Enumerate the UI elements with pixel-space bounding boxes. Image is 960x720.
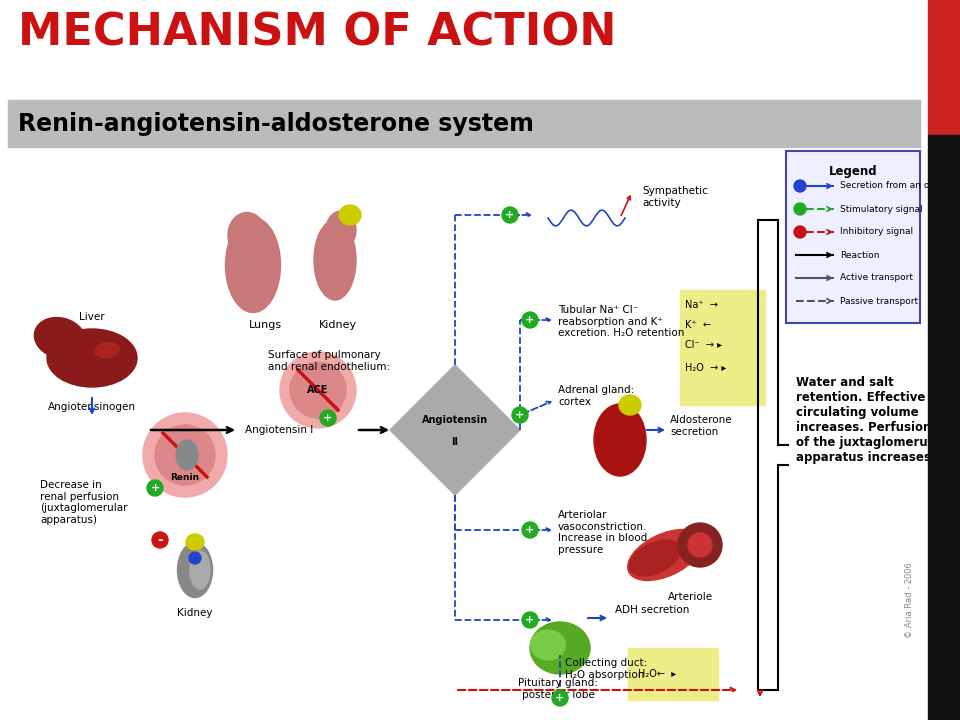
Circle shape xyxy=(688,533,712,557)
Text: H₂O  → ▸: H₂O → ▸ xyxy=(685,363,727,373)
Ellipse shape xyxy=(176,440,198,470)
Text: +: + xyxy=(525,615,535,625)
Text: +: + xyxy=(324,413,332,423)
Circle shape xyxy=(522,312,538,328)
Circle shape xyxy=(512,407,528,423)
Bar xyxy=(928,0,960,135)
Text: +: + xyxy=(525,525,535,535)
Text: Collecting duct:
H₂O absorption: Collecting duct: H₂O absorption xyxy=(565,658,647,680)
Text: Kidney: Kidney xyxy=(319,320,357,330)
Ellipse shape xyxy=(47,329,137,387)
Text: MECHANISM OF ACTION: MECHANISM OF ACTION xyxy=(18,12,616,55)
Ellipse shape xyxy=(178,542,212,598)
Text: Active transport: Active transport xyxy=(840,274,913,282)
Text: Aldosterone
secretion: Aldosterone secretion xyxy=(670,415,732,436)
Ellipse shape xyxy=(186,534,204,550)
Ellipse shape xyxy=(314,220,356,300)
Circle shape xyxy=(794,203,806,215)
Text: Secretion from an organ: Secretion from an organ xyxy=(840,181,950,191)
Ellipse shape xyxy=(594,404,646,476)
Text: II: II xyxy=(451,437,459,447)
Ellipse shape xyxy=(228,212,266,258)
Text: Water and salt
retention. Effective
circulating volume
increases. Perfusion
of t: Water and salt retention. Effective circ… xyxy=(796,376,946,464)
Text: Inhibitory signal: Inhibitory signal xyxy=(840,228,913,236)
Text: K⁺  ←: K⁺ ← xyxy=(685,320,711,330)
Text: ADH secretion: ADH secretion xyxy=(615,605,689,615)
Ellipse shape xyxy=(628,529,703,580)
Bar xyxy=(680,290,765,405)
Circle shape xyxy=(522,612,538,628)
Text: Liver: Liver xyxy=(79,312,105,322)
Ellipse shape xyxy=(339,205,361,225)
Text: Arteriole: Arteriole xyxy=(668,592,713,602)
Text: +: + xyxy=(525,315,535,325)
FancyBboxPatch shape xyxy=(786,151,920,323)
Bar xyxy=(928,135,960,720)
Circle shape xyxy=(552,690,568,706)
Circle shape xyxy=(502,207,518,223)
Text: +: + xyxy=(556,693,564,703)
Circle shape xyxy=(143,413,227,497)
Bar xyxy=(8,100,920,148)
Ellipse shape xyxy=(326,211,356,249)
Circle shape xyxy=(152,532,168,548)
Text: Decrease in
renal perfusion
(juxtaglomerular
apparatus): Decrease in renal perfusion (juxtaglomer… xyxy=(40,480,128,525)
Bar xyxy=(8,148,920,696)
Circle shape xyxy=(280,352,356,428)
Text: Kidney: Kidney xyxy=(178,608,213,618)
Text: Cl⁻  → ▸: Cl⁻ → ▸ xyxy=(685,340,722,350)
Text: Angiotensinogen: Angiotensinogen xyxy=(48,402,136,412)
Circle shape xyxy=(678,523,722,567)
Circle shape xyxy=(794,226,806,238)
Bar xyxy=(628,648,718,700)
Text: +: + xyxy=(516,410,524,420)
Circle shape xyxy=(189,552,201,564)
Text: Pituitary gland:
posterior lobe: Pituitary gland: posterior lobe xyxy=(518,678,598,700)
Text: Passive transport: Passive transport xyxy=(840,297,918,305)
Text: Reaction: Reaction xyxy=(840,251,879,259)
Text: Sympathetic
activity: Sympathetic activity xyxy=(642,186,708,207)
Text: -: - xyxy=(157,533,163,547)
Text: Lungs: Lungs xyxy=(249,320,281,330)
Ellipse shape xyxy=(190,551,210,589)
Circle shape xyxy=(522,522,538,538)
Text: Renin-angiotensin-aldosterone system: Renin-angiotensin-aldosterone system xyxy=(18,112,534,136)
Text: Stimulatory signal: Stimulatory signal xyxy=(840,204,923,214)
Bar xyxy=(20,390,760,690)
Ellipse shape xyxy=(530,622,590,674)
Text: Angiotensin: Angiotensin xyxy=(422,415,488,425)
Ellipse shape xyxy=(531,630,565,660)
Text: Arteriolar
vasoconstriction.
Increase in blood
pressure: Arteriolar vasoconstriction. Increase in… xyxy=(558,510,647,555)
Text: © Aria Rad - 2006: © Aria Rad - 2006 xyxy=(905,562,915,638)
Text: H₂O←  ▸: H₂O← ▸ xyxy=(638,669,676,679)
Circle shape xyxy=(290,362,346,418)
Ellipse shape xyxy=(226,217,280,312)
Text: Renin: Renin xyxy=(171,473,200,482)
Text: Adrenal gland:
cortex: Adrenal gland: cortex xyxy=(558,385,635,407)
Bar xyxy=(538,173,638,248)
Text: Tubular Na⁺ Cl⁻
reabsorption and K⁺
excretion. H₂O retention: Tubular Na⁺ Cl⁻ reabsorption and K⁺ excr… xyxy=(558,305,684,338)
Ellipse shape xyxy=(630,540,681,576)
Circle shape xyxy=(155,425,215,485)
Text: +: + xyxy=(505,210,515,220)
Circle shape xyxy=(147,480,163,496)
Ellipse shape xyxy=(35,318,85,359)
Ellipse shape xyxy=(619,395,641,415)
Text: ACE: ACE xyxy=(307,385,328,395)
Text: Surface of pulmonary
and renal endothelium:: Surface of pulmonary and renal endotheli… xyxy=(268,350,390,372)
Text: +: + xyxy=(151,483,159,493)
Polygon shape xyxy=(390,365,520,495)
Text: Legend: Legend xyxy=(828,165,877,178)
Text: Na⁺  →: Na⁺ → xyxy=(685,300,718,310)
Ellipse shape xyxy=(95,342,119,358)
Circle shape xyxy=(320,410,336,426)
Text: Angiotensin I: Angiotensin I xyxy=(245,425,313,435)
Circle shape xyxy=(794,180,806,192)
